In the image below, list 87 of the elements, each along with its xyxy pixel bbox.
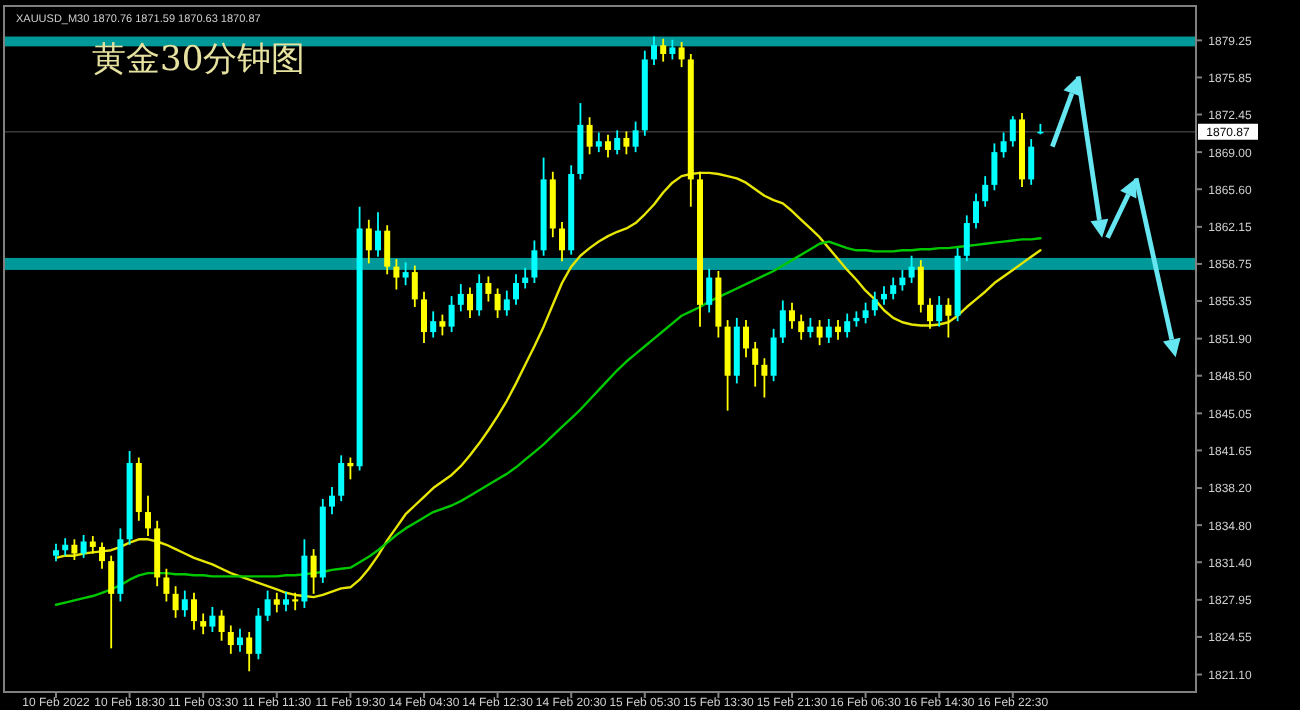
candlestick xyxy=(586,116,593,156)
candlestick xyxy=(752,341,759,388)
candlestick xyxy=(706,267,713,314)
candlestick xyxy=(798,313,805,341)
candlestick xyxy=(825,318,832,344)
candlestick xyxy=(99,541,105,570)
candlestick xyxy=(71,538,78,561)
candlestick xyxy=(430,310,437,339)
candlestick xyxy=(411,264,418,308)
candlestick xyxy=(237,627,243,653)
candlestick xyxy=(982,175,989,208)
candlestick xyxy=(881,285,887,306)
candlestick xyxy=(80,534,87,559)
candlestick xyxy=(908,254,915,284)
candlestick xyxy=(181,589,188,618)
candlestick xyxy=(310,548,317,595)
candlestick xyxy=(632,120,639,154)
candlestick xyxy=(770,327,777,383)
candlestick xyxy=(945,297,952,339)
candlestick xyxy=(789,301,795,330)
candlestick xyxy=(963,214,970,263)
candlestick xyxy=(301,538,308,609)
candlestick xyxy=(255,607,262,661)
candlestick xyxy=(871,290,878,317)
candlestick xyxy=(494,287,501,319)
candlestick xyxy=(375,211,381,258)
candlestick xyxy=(669,38,676,61)
candlestick xyxy=(329,486,335,516)
candlestick xyxy=(200,612,207,636)
candlestick xyxy=(559,221,565,263)
candlestick xyxy=(899,269,906,292)
candlestick xyxy=(595,131,602,154)
candlestick xyxy=(973,192,979,230)
candlestick xyxy=(191,591,197,631)
candlestick xyxy=(862,301,869,325)
candlestick xyxy=(807,317,814,339)
candlestick xyxy=(467,286,473,319)
candlestick xyxy=(172,585,179,619)
candlestick xyxy=(448,295,455,333)
candlestick xyxy=(347,456,354,481)
candlestick xyxy=(991,142,998,192)
candlestick xyxy=(927,297,933,330)
candlestick xyxy=(503,289,510,317)
candlestick xyxy=(522,266,529,290)
candlestick xyxy=(163,567,170,603)
candlestick xyxy=(1000,131,1007,159)
candlestick xyxy=(816,319,823,347)
candlestick xyxy=(108,554,115,650)
candlestick xyxy=(678,41,685,68)
candlestick xyxy=(393,258,400,291)
candlestick xyxy=(623,130,630,156)
candlestick xyxy=(1009,115,1016,148)
candlestick xyxy=(835,319,841,341)
candlestick xyxy=(365,218,372,265)
candlestick xyxy=(209,606,216,633)
text: 黄金30分钟图 xyxy=(92,40,306,80)
candlestick xyxy=(513,273,519,306)
candlestick xyxy=(283,590,289,613)
candlestick xyxy=(917,259,924,314)
candlestick xyxy=(1028,138,1035,186)
candlestick xyxy=(890,276,897,301)
candlestick xyxy=(218,609,225,642)
candlestick xyxy=(439,313,446,337)
candlestick xyxy=(402,261,409,287)
candlestick xyxy=(273,591,280,614)
candlestick xyxy=(779,299,786,344)
candlestick xyxy=(605,133,611,159)
candlestick xyxy=(476,273,483,317)
candlestick xyxy=(614,129,621,156)
candlestick xyxy=(384,224,391,276)
candlestick xyxy=(421,290,427,344)
candlestick xyxy=(338,454,345,503)
candlestick xyxy=(246,631,253,673)
candlestick xyxy=(227,624,234,655)
candlestick xyxy=(145,494,151,537)
candlestick xyxy=(761,357,768,399)
candlestick xyxy=(531,239,538,284)
candlestick xyxy=(936,295,943,328)
candlestick xyxy=(743,319,749,359)
candlestick xyxy=(264,589,271,623)
candlestick xyxy=(292,591,299,612)
line-series xyxy=(54,171,1042,599)
candlestick xyxy=(844,312,851,339)
candlestick xyxy=(651,35,657,66)
candlestick xyxy=(457,283,464,313)
candlestick xyxy=(660,37,667,63)
candlestick xyxy=(485,275,492,303)
